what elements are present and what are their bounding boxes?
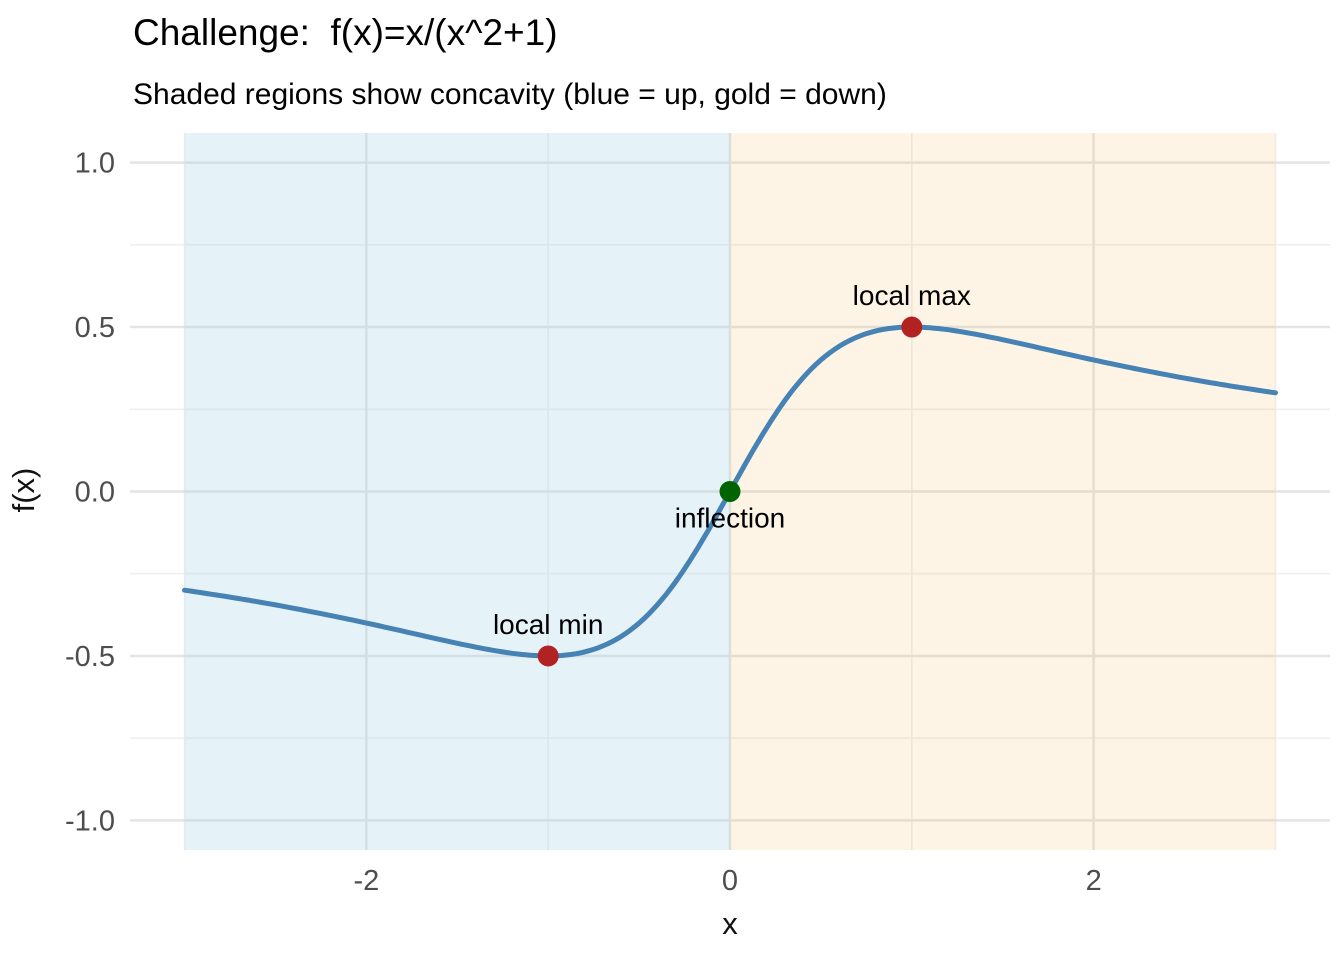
y-tick-label: -0.5 [65,641,115,673]
point-label-local-min: local min [493,609,603,640]
point-inflection [719,481,741,502]
y-tick-label: 0.0 [75,477,115,509]
point-label-local-max: local max [853,280,971,311]
y-axis-title: f(x) [6,468,41,513]
x-tick-label: -2 [353,865,379,897]
x-axis-title: x [722,906,738,941]
region-concave-down [730,133,1276,850]
y-tick-label: -1.0 [65,805,115,837]
point-local-max [901,316,923,338]
chart-layers: local min inflection local max 1.0 0.5 0.0 -0.… [65,133,1330,897]
x-tick-label: 2 [1086,865,1102,897]
point-label-inflection: inflection [675,503,786,534]
y-tick-label: 1.0 [75,148,115,180]
x-tick-label: 0 [722,865,738,897]
chart-subtitle: Shaded regions show concavity (blue = up… [133,78,887,111]
y-tick-label: 0.5 [75,312,115,344]
region-concave-up [184,133,730,850]
point-local-min [537,645,559,667]
chart-title: Challenge: f(x)=x/(x^2+1) [133,12,558,53]
